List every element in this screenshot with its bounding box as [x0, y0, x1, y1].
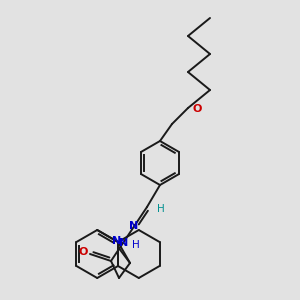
- Text: H: H: [132, 240, 140, 250]
- Text: O: O: [192, 104, 202, 114]
- Text: N: N: [129, 221, 139, 231]
- Text: N: N: [119, 238, 129, 248]
- Text: H: H: [157, 204, 165, 214]
- Text: O: O: [78, 247, 88, 257]
- Text: N: N: [112, 236, 122, 246]
